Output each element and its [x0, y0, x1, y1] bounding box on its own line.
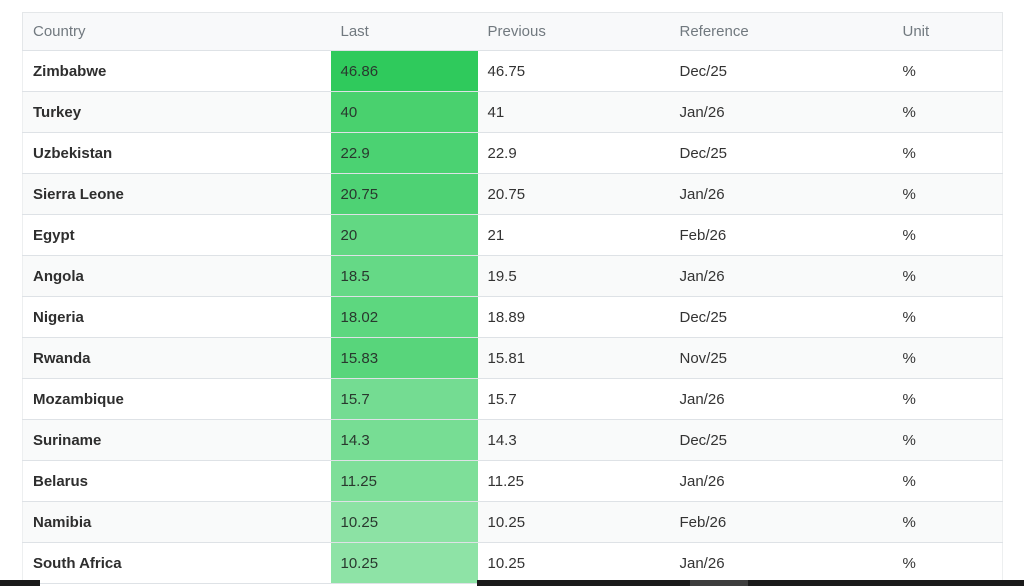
reference-cell: Feb/26: [669, 501, 893, 543]
bottom-dark-bar-left: [0, 580, 40, 586]
unit-cell: %: [892, 255, 1003, 297]
unit-cell: %: [892, 296, 1003, 338]
table-row: Mozambique 15.7 15.7 Jan/26%: [22, 378, 1003, 420]
country-cell[interactable]: Nigeria: [22, 296, 331, 338]
table-row: Uzbekistan 22.9 22.9 Dec/25%: [22, 132, 1003, 174]
last-value-cell: 20: [330, 214, 478, 256]
reference-cell: Dec/25: [669, 50, 893, 92]
column-header-last[interactable]: Last: [330, 12, 478, 51]
table-row: Nigeria 18.02 18.89 Dec/25%: [22, 296, 1003, 338]
column-header-unit[interactable]: Unit: [892, 12, 1003, 51]
country-cell[interactable]: Sierra Leone: [22, 173, 331, 215]
unit-cell: %: [892, 337, 1003, 379]
country-cell[interactable]: Zimbabwe: [22, 50, 331, 92]
last-value-cell: 10.25: [330, 542, 478, 584]
table-row: Rwanda 15.83 15.81 Nov/25%: [22, 337, 1003, 379]
country-cell[interactable]: Belarus: [22, 460, 331, 502]
country-cell[interactable]: Rwanda: [22, 337, 331, 379]
table-row: South Africa 10.25 10.25 Jan/26%: [22, 542, 1003, 584]
previous-value-cell: 22.9: [477, 132, 670, 174]
country-cell[interactable]: Namibia: [22, 501, 331, 543]
column-header-reference[interactable]: Reference: [669, 12, 893, 51]
reference-cell: Feb/26: [669, 214, 893, 256]
reference-cell: Jan/26: [669, 91, 893, 133]
unit-cell: %: [892, 173, 1003, 215]
unit-cell: %: [892, 419, 1003, 461]
previous-value-cell: 10.25: [477, 542, 670, 584]
reference-cell: Jan/26: [669, 542, 893, 584]
reference-cell: Dec/25: [669, 419, 893, 461]
previous-value-cell: 20.75: [477, 173, 670, 215]
unit-cell: %: [892, 91, 1003, 133]
bottom-bar-light-segment: [690, 580, 748, 586]
unit-cell: %: [892, 378, 1003, 420]
reference-cell: Dec/25: [669, 296, 893, 338]
table-row: Turkey 40 41 Jan/26%: [22, 91, 1003, 133]
unit-cell: %: [892, 501, 1003, 543]
reference-cell: Jan/26: [669, 460, 893, 502]
last-value-cell: 10.25: [330, 501, 478, 543]
last-value-cell: 46.86: [330, 50, 478, 92]
reference-cell: Nov/25: [669, 337, 893, 379]
previous-value-cell: 46.75: [477, 50, 670, 92]
country-cell[interactable]: Uzbekistan: [22, 132, 331, 174]
bottom-dark-bar-right: [477, 580, 1024, 586]
column-header-previous[interactable]: Previous: [477, 12, 670, 51]
unit-cell: %: [892, 50, 1003, 92]
country-cell[interactable]: Mozambique: [22, 378, 331, 420]
previous-value-cell: 21: [477, 214, 670, 256]
previous-value-cell: 15.81: [477, 337, 670, 379]
unit-cell: %: [892, 460, 1003, 502]
last-value-cell: 15.7: [330, 378, 478, 420]
previous-value-cell: 11.25: [477, 460, 670, 502]
unit-cell: %: [892, 132, 1003, 174]
last-value-cell: 40: [330, 91, 478, 133]
interest-rates-table: Country Last Previous Reference Unit Zim…: [22, 12, 1003, 584]
previous-value-cell: 19.5: [477, 255, 670, 297]
header-row: Country Last Previous Reference Unit: [22, 12, 1003, 51]
table-row: Sierra Leone 20.75 20.75 Jan/26%: [22, 173, 1003, 215]
table-header: Country Last Previous Reference Unit: [22, 12, 1003, 51]
previous-value-cell: 15.7: [477, 378, 670, 420]
last-value-cell: 20.75: [330, 173, 478, 215]
country-cell[interactable]: South Africa: [22, 542, 331, 584]
last-value-cell: 14.3: [330, 419, 478, 461]
country-cell[interactable]: Suriname: [22, 419, 331, 461]
last-value-cell: 18.5: [330, 255, 478, 297]
reference-cell: Dec/25: [669, 132, 893, 174]
last-value-cell: 11.25: [330, 460, 478, 502]
previous-value-cell: 10.25: [477, 501, 670, 543]
column-header-country[interactable]: Country: [22, 12, 331, 51]
country-cell[interactable]: Egypt: [22, 214, 331, 256]
reference-cell: Jan/26: [669, 255, 893, 297]
table-row: Zimbabwe 46.86 46.75 Dec/25%: [22, 50, 1003, 92]
previous-value-cell: 14.3: [477, 419, 670, 461]
unit-cell: %: [892, 542, 1003, 584]
table-row: Namibia 10.25 10.25 Feb/26%: [22, 501, 1003, 543]
reference-cell: Jan/26: [669, 173, 893, 215]
table-row: Suriname 14.3 14.3 Dec/25%: [22, 419, 1003, 461]
unit-cell: %: [892, 214, 1003, 256]
country-cell[interactable]: Angola: [22, 255, 331, 297]
country-cell[interactable]: Turkey: [22, 91, 331, 133]
reference-cell: Jan/26: [669, 378, 893, 420]
table-row: Belarus 11.25 11.25 Jan/26%: [22, 460, 1003, 502]
previous-value-cell: 41: [477, 91, 670, 133]
last-value-cell: 15.83: [330, 337, 478, 379]
last-value-cell: 18.02: [330, 296, 478, 338]
last-value-cell: 22.9: [330, 132, 478, 174]
table-row: Angola 18.5 19.5 Jan/26%: [22, 255, 1003, 297]
previous-value-cell: 18.89: [477, 296, 670, 338]
table-row: Egypt 20 21 Feb/26%: [22, 214, 1003, 256]
table-body: Zimbabwe 46.86 46.75 Dec/25% Turkey 40 41 Jan/2…: [22, 50, 1003, 584]
